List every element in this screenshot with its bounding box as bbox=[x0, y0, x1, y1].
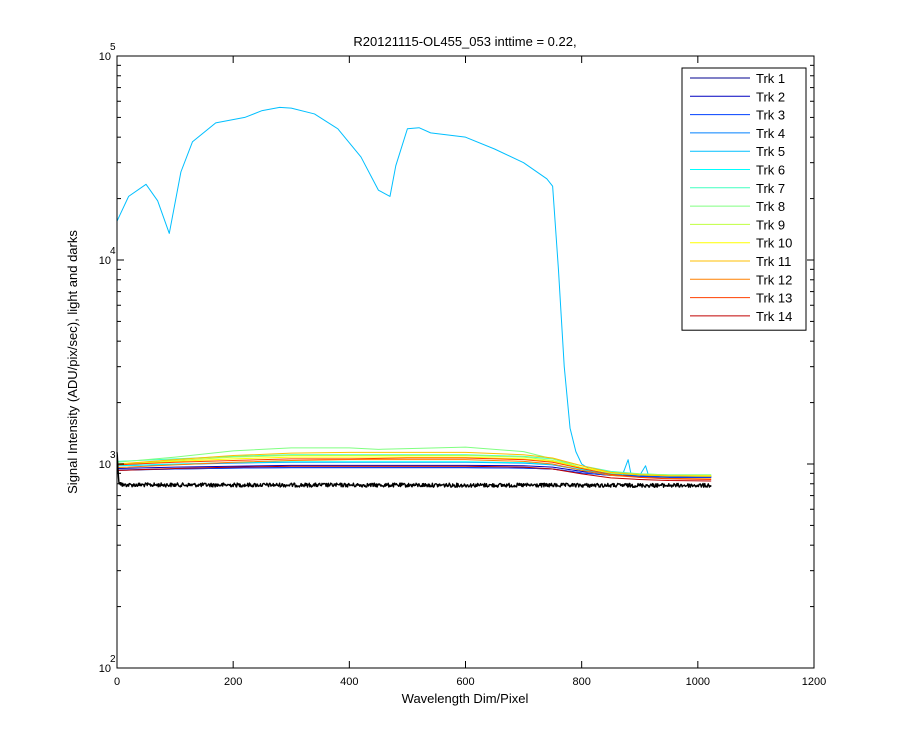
x-tick-label: 400 bbox=[340, 676, 358, 688]
legend-label: Trk 6 bbox=[756, 163, 785, 178]
legend: Trk 1 Trk 2 Trk 3 Trk 4 Trk 5 Trk 6 Trk 7 Trk 8… bbox=[681, 67, 807, 331]
legend-label: Trk 12 bbox=[756, 272, 792, 287]
x-axis-label: Wavelength Dim/Pixel bbox=[402, 691, 529, 706]
series-line-11 bbox=[116, 451, 712, 477]
chart-title: R20121115-OL455_053 inttime = 0.22, bbox=[353, 34, 576, 49]
x-tick-label: 200 bbox=[224, 676, 242, 688]
y-tick-label-base: 10 bbox=[99, 51, 111, 63]
legend-label: Trk 9 bbox=[756, 217, 785, 232]
y-axis-label: Signal Intensity (ADU/pix/sec), light an… bbox=[65, 230, 80, 494]
legend-label: Trk 8 bbox=[756, 199, 785, 214]
y-tick-label-exponent: 2 bbox=[110, 654, 116, 665]
legend-label: Trk 7 bbox=[756, 181, 785, 196]
x-tick-label: 800 bbox=[572, 676, 590, 688]
legend-label: Trk 2 bbox=[756, 89, 785, 104]
legend-label: Trk 1 bbox=[756, 71, 785, 86]
x-tick-label: 1000 bbox=[686, 676, 710, 688]
legend-label: Trk 3 bbox=[756, 108, 785, 123]
dark-frame-series bbox=[116, 452, 712, 489]
series-layer bbox=[116, 106, 712, 489]
x-tick-label: 600 bbox=[456, 676, 474, 688]
legend-label: Trk 14 bbox=[756, 309, 792, 324]
series-line-14 bbox=[116, 465, 712, 482]
legend-label: Trk 13 bbox=[756, 291, 792, 306]
y-tick-label-exponent: 3 bbox=[110, 450, 116, 461]
series-line-13 bbox=[116, 457, 712, 480]
x-tick-label: 1200 bbox=[802, 676, 826, 688]
x-tick-label: 0 bbox=[114, 676, 120, 688]
y-tick-label-exponent: 5 bbox=[110, 42, 116, 53]
y-tick-label-base: 10 bbox=[99, 459, 111, 471]
legend-label: Trk 4 bbox=[756, 126, 785, 141]
y-tick-label-base: 10 bbox=[99, 663, 111, 675]
legend-label: Trk 5 bbox=[756, 144, 785, 159]
legend-label: Trk 11 bbox=[756, 254, 791, 269]
y-tick-label-base: 10 bbox=[99, 255, 111, 267]
legend-label: Trk 10 bbox=[756, 236, 792, 251]
legend-box bbox=[681, 67, 807, 331]
series-line-3 bbox=[116, 467, 712, 478]
y-tick-label-exponent: 4 bbox=[110, 246, 116, 257]
